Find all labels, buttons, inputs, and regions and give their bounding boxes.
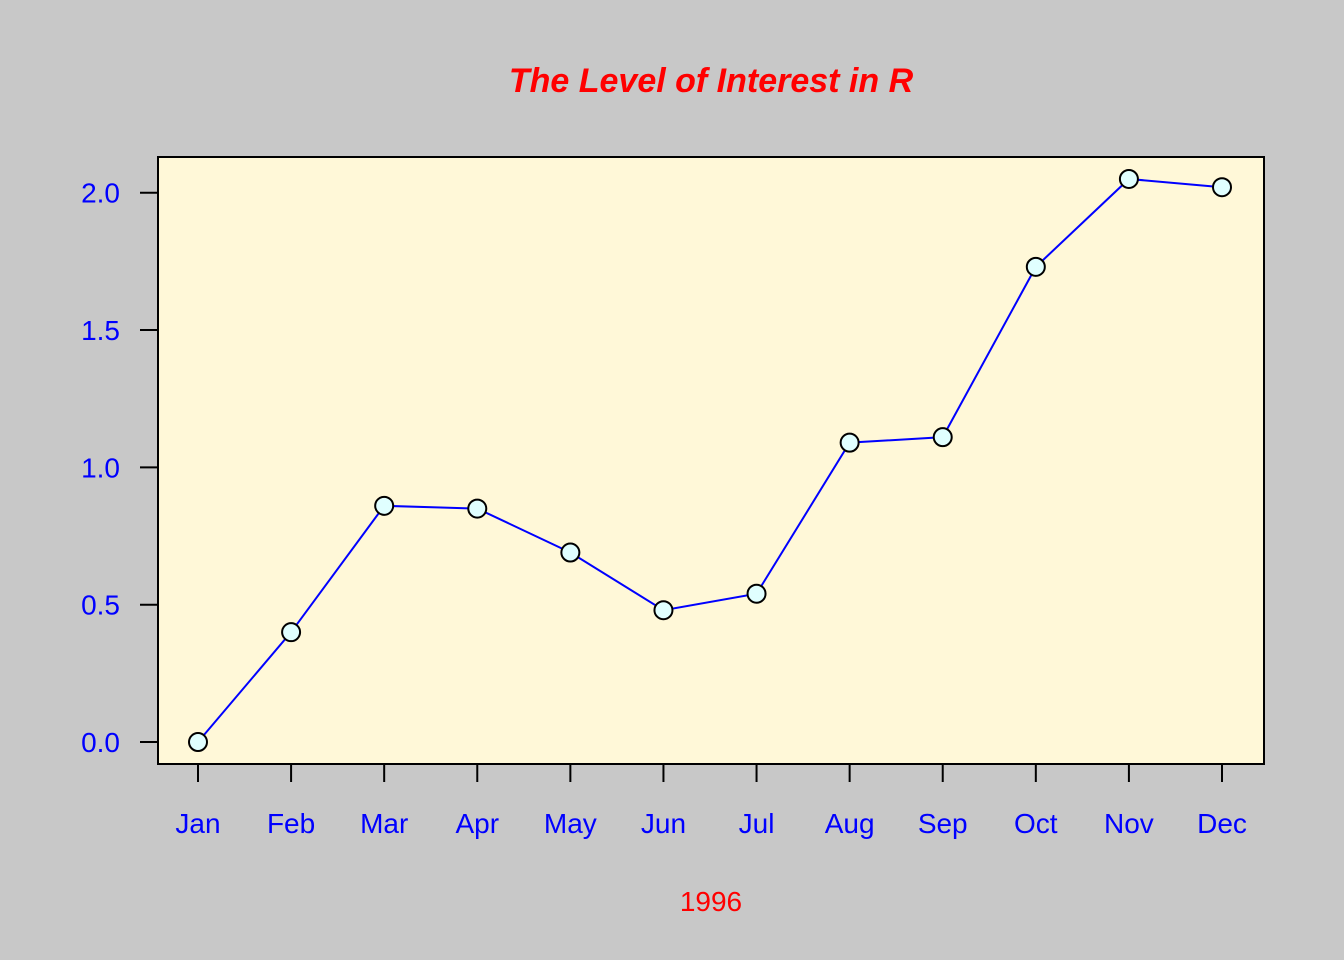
x-tick-label: Dec: [1197, 808, 1247, 839]
x-tick-label: Mar: [360, 808, 408, 839]
data-point-nov: [1118, 168, 1139, 189]
y-tick-label: 1.5: [81, 315, 120, 346]
x-tick-label: Jul: [739, 808, 775, 839]
x-tick-label: Nov: [1104, 808, 1154, 839]
plot-frame: [157, 156, 1265, 765]
data-point-sep: [932, 427, 953, 448]
x-tick-label: Sep: [918, 808, 968, 839]
data-point-jul: [746, 583, 767, 604]
x-tick-label: Jun: [641, 808, 686, 839]
series-polyline: [197, 177, 1223, 743]
data-point-mar: [374, 495, 395, 516]
plot-area: [158, 157, 1264, 764]
x-axis: Jan Feb Mar Apr May Jun Jul Aug Sep Oct Nov Dec: [175, 764, 1247, 839]
x-tick-label: Aug: [825, 808, 875, 839]
x-tick-label: Oct: [1014, 808, 1058, 839]
series-markers: [188, 168, 1232, 753]
x-tick-label: Jan: [175, 808, 220, 839]
x-axis-title: 1996: [680, 886, 742, 917]
chart-title: The Level of Interest in R: [509, 62, 914, 100]
data-point-apr: [467, 498, 488, 519]
data-point-jun: [653, 600, 674, 621]
x-tick-label: Feb: [267, 808, 315, 839]
y-tick-label: 0.0: [81, 727, 120, 758]
data-point-dec: [1212, 177, 1232, 198]
y-tick-label: 0.5: [81, 590, 120, 621]
data-point-jan: [188, 732, 208, 753]
data-point-may: [560, 542, 581, 563]
data-point-aug: [839, 432, 860, 453]
series-line: [197, 177, 1223, 743]
y-axis: 0.0 0.5 1.0 1.5 2.0: [81, 178, 158, 758]
y-tick-label: 1.0: [81, 452, 120, 483]
y-tick-label: 2.0: [81, 178, 120, 209]
x-tick-label: Apr: [455, 808, 499, 839]
x-tick-label: May: [544, 808, 597, 839]
data-point-feb: [281, 622, 302, 643]
data-point-oct: [1025, 256, 1046, 277]
